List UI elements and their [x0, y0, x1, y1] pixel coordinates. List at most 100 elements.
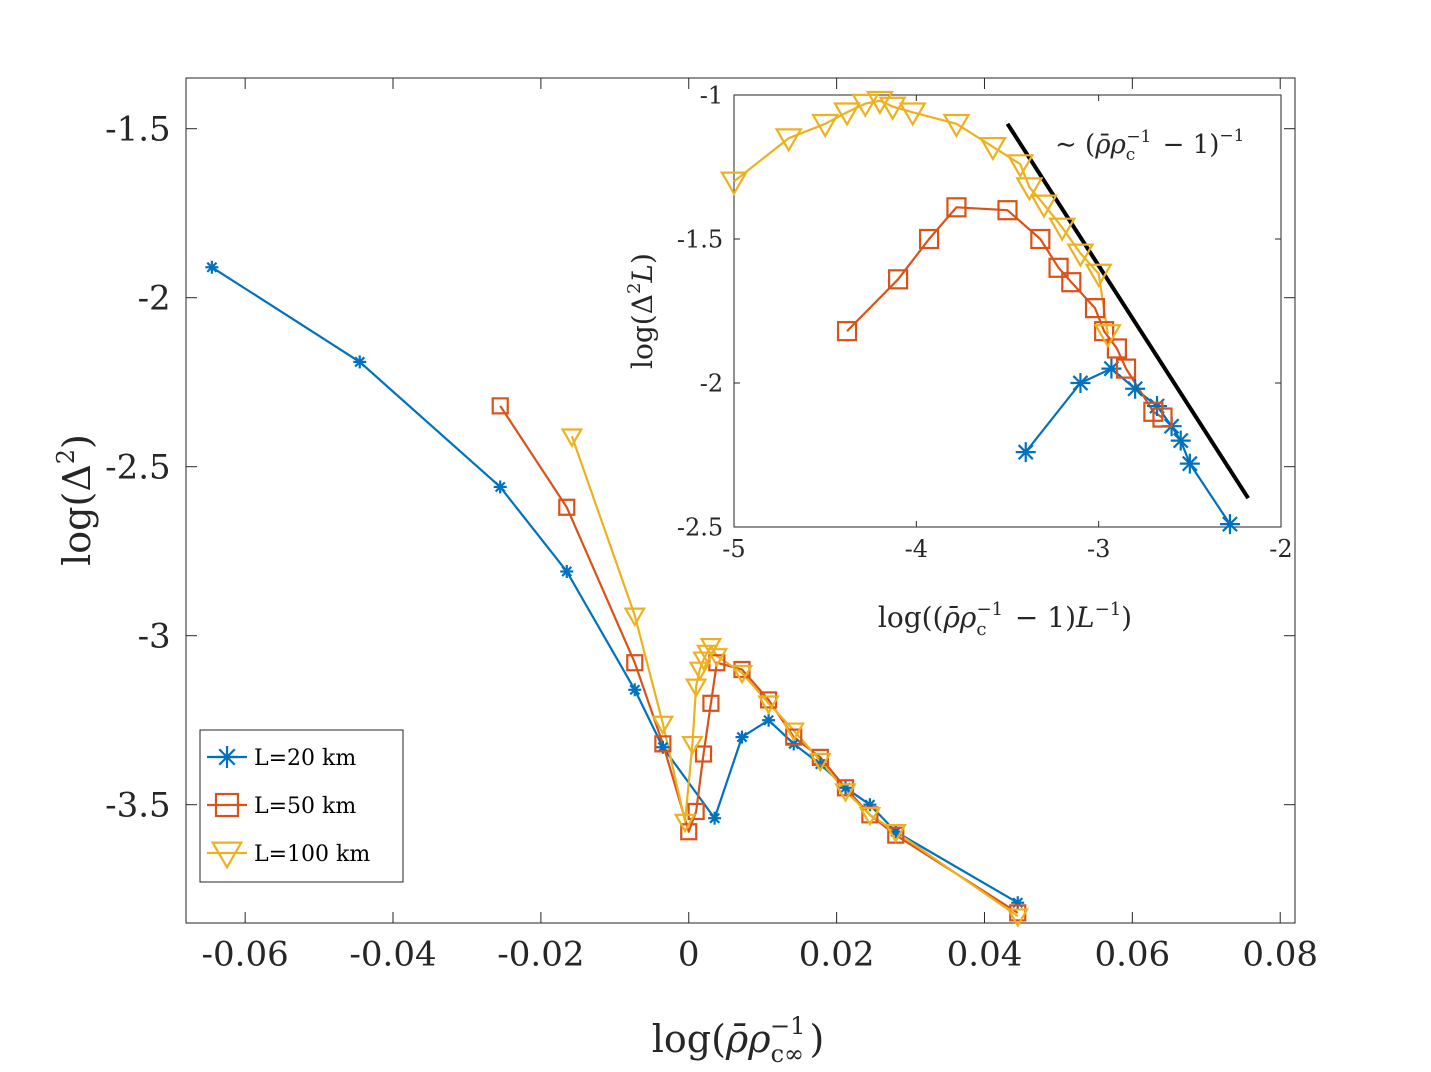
inset-point-l-50-km — [1030, 228, 1051, 250]
main-point-l-50-km — [694, 745, 713, 763]
main-point-l-50-km — [687, 802, 705, 821]
inset-x-tick-label: -3 — [1087, 535, 1110, 563]
inset-point-l-100-km — [898, 102, 927, 127]
inset-point-l-100-km — [978, 136, 1007, 162]
inset-point-l-50-km — [1152, 407, 1173, 428]
main-y-tick-label: -1.5 — [105, 110, 171, 150]
main-point-l-20-km — [628, 683, 642, 697]
main-x-tick-label: 0.04 — [947, 935, 1023, 975]
inset-point-l-100-km — [1029, 194, 1058, 219]
main-x-tick-label: -0.02 — [497, 935, 584, 975]
main-point-l-20-km — [493, 480, 507, 494]
inset-point-l-100-km — [865, 90, 894, 116]
inset-point-l-20-km — [1125, 378, 1146, 399]
inset-point-l-20-km — [1101, 358, 1122, 379]
inset-point-l-100-km — [811, 113, 840, 139]
inset-point-l-50-km — [918, 228, 940, 250]
main-y-tick-label: -3 — [138, 617, 171, 657]
main-x-tick-label: -0.06 — [202, 935, 289, 975]
main-x-axis-label: log(ρ̄ρc∞−1) — [652, 1012, 825, 1068]
inset-point-l-50-km — [836, 321, 858, 342]
inset-point-l-100-km — [1048, 217, 1077, 242]
main-point-l-100-km — [834, 783, 857, 803]
legend-item-l-50-km: L=50 km — [207, 792, 356, 819]
main-point-l-100-km — [684, 678, 708, 698]
inset-y-tick-label: -1 — [700, 81, 723, 109]
main-x-tick-label: 0.06 — [1094, 935, 1170, 975]
inset-y-tick-label: -2.5 — [677, 513, 723, 541]
main-point-l-50-km — [626, 654, 644, 672]
main-x-tick-label: 0.08 — [1242, 935, 1318, 975]
main-point-l-20-km — [762, 713, 776, 727]
inset-point-l-50-km — [1106, 338, 1128, 359]
main-point-l-100-km — [884, 823, 908, 844]
main-point-l-100-km — [651, 715, 675, 736]
inset-y-tick-label: -1.5 — [677, 225, 723, 253]
main-point-l-50-km — [785, 728, 803, 746]
inset-y-tick-label: -2 — [700, 369, 723, 397]
main-point-l-100-km — [809, 752, 832, 773]
main-point-l-20-km — [353, 355, 367, 369]
legend: L=20 km L=50 km L=100 km — [199, 729, 404, 883]
legend-marker-triangle-down — [210, 841, 244, 870]
inset-point-l-100-km — [1093, 324, 1122, 349]
main-point-l-50-km — [654, 735, 672, 753]
inset-point-l-100-km — [719, 171, 749, 196]
main-y-tick-label: -2.5 — [105, 448, 171, 488]
inset-point-l-20-km — [1170, 430, 1191, 451]
legend-item-l-20-km: L=20 km — [207, 746, 356, 771]
inset-series-line-l-50-km — [846, 206, 1164, 419]
main-point-l-100-km — [681, 735, 704, 756]
main-x-tick-label: 0 — [678, 935, 700, 975]
main-y-tick-label: -3.5 — [105, 786, 171, 826]
main-x-tick-label: -0.04 — [349, 935, 436, 975]
inset-point-l-100-km — [774, 128, 803, 153]
main-point-l-20-km — [1011, 896, 1025, 910]
main-point-l-100-km — [782, 722, 805, 742]
inset-point-l-100-km — [851, 93, 880, 118]
inset-point-l-100-km — [1066, 243, 1095, 268]
inset-point-l-50-km — [946, 197, 967, 218]
inset-annotation: ∼ (ρ̄ρc−1 − 1)−1 — [1055, 126, 1244, 165]
main-point-l-20-km — [863, 798, 877, 812]
inset-point-l-100-km — [1084, 263, 1113, 288]
main-point-l-20-km — [560, 564, 574, 578]
inset-point-l-50-km — [1084, 298, 1106, 319]
main-y-tick-label: -2 — [138, 279, 171, 319]
inset-x-tick-label: -2 — [1269, 535, 1292, 563]
inset-series-line-l-100-km — [733, 99, 1109, 335]
inset-x-axis-ticks: -5 -4 -3 -2 — [722, 95, 1293, 563]
legend-marker-square — [214, 792, 240, 818]
inset-point-l-100-km — [942, 113, 971, 139]
inset-axes: -5 -4 -3 -2 -1-1.5-2-2.5 log((ρ̄ρc−1 − 1)L−… — [624, 81, 1293, 640]
inset-point-l-50-km — [887, 269, 909, 290]
main-point-l-100-km — [705, 648, 729, 668]
legend-label: L=50 km — [254, 794, 356, 819]
inset-y-axis-ticks: -1 -1.5 -2 -2.5 — [677, 81, 1281, 541]
main-point-l-100-km — [560, 428, 584, 448]
main-point-l-20-km — [205, 260, 219, 274]
legend-item-l-100-km: L=100 km — [207, 841, 370, 870]
main-point-l-20-km — [735, 730, 749, 744]
inset-point-l-50-km — [1048, 257, 1069, 278]
main-point-l-50-km — [558, 498, 576, 516]
inset-point-l-50-km — [997, 200, 1018, 221]
inset-point-l-20-km — [1179, 453, 1200, 474]
main-y-axis-ticks: -1.5 -2 -2.5 -3 -3.5 — [105, 110, 1295, 826]
inset-point-l-100-km — [833, 102, 862, 127]
legend-label: L=100 km — [254, 842, 370, 867]
inset-point-l-20-km — [1070, 373, 1091, 393]
main-x-tick-label: 0.02 — [799, 935, 875, 975]
legend-marker-asterisk — [216, 746, 238, 768]
inset-point-l-20-km — [1147, 396, 1168, 417]
main-point-l-100-km — [757, 695, 780, 715]
inset-reference-slope-line — [1005, 122, 1250, 500]
inset-y-axis-label: log(Δ2L) — [624, 253, 659, 369]
inset-series-markers — [719, 90, 1240, 535]
inset-point-l-100-km — [1006, 154, 1035, 179]
legend-label: L=20 km — [254, 746, 356, 771]
inset-point-l-50-km — [1115, 358, 1137, 379]
inset-point-l-50-km — [1061, 272, 1082, 293]
inset-point-l-20-km — [1015, 442, 1036, 463]
